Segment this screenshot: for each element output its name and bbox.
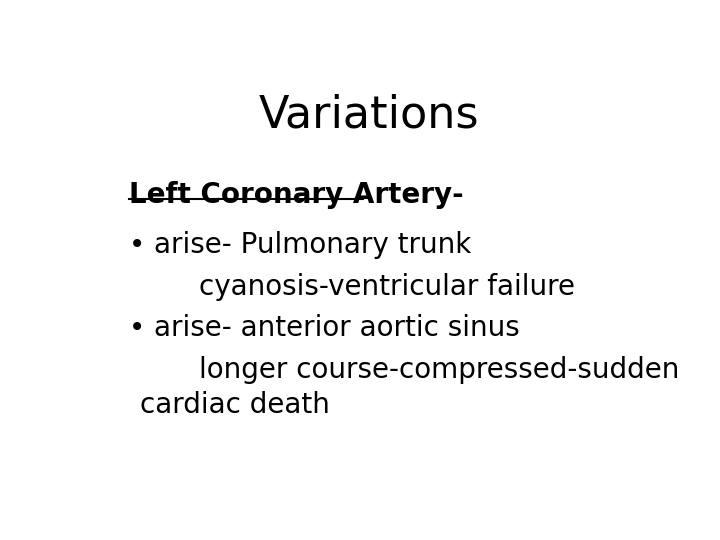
Text: arise- Pulmonary trunk: arise- Pulmonary trunk bbox=[154, 231, 472, 259]
Text: Left Coronary Artery-: Left Coronary Artery- bbox=[129, 181, 464, 209]
Text: •: • bbox=[129, 314, 145, 342]
Text: longer course-compressed-sudden: longer course-compressed-sudden bbox=[199, 356, 679, 384]
Text: Variations: Variations bbox=[258, 94, 480, 137]
Text: cardiac death: cardiac death bbox=[140, 391, 330, 419]
Text: •: • bbox=[129, 231, 145, 259]
Text: arise- anterior aortic sinus: arise- anterior aortic sinus bbox=[154, 314, 520, 342]
Text: cyanosis-ventricular failure: cyanosis-ventricular failure bbox=[199, 273, 575, 301]
